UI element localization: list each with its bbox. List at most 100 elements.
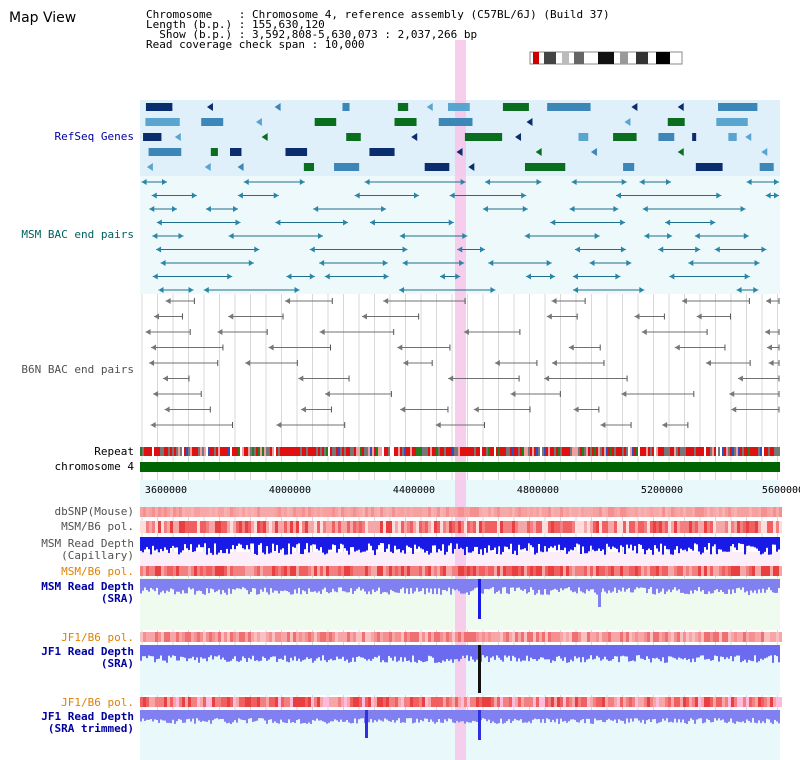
depth-bar (654, 579, 656, 595)
depth-bar (510, 710, 512, 724)
track-label-msm-depth-sra-1[interactable]: MSM Read Depth (41, 580, 134, 593)
pol-segment (464, 566, 467, 576)
jf1-pol2-track[interactable] (140, 697, 782, 707)
bac-end (551, 298, 557, 304)
bac-end (397, 344, 403, 351)
msm-depth-cap-track[interactable] (140, 537, 780, 555)
repeat-track[interactable] (140, 447, 780, 456)
bac-end (152, 233, 158, 239)
pol-segment (560, 507, 563, 517)
depth-bar (282, 710, 284, 723)
pol-segment (776, 507, 779, 517)
track-label-msm-bac[interactable]: MSM BAC end pairs (21, 228, 134, 241)
repeat-segment (646, 447, 648, 456)
depth-bar (688, 645, 690, 659)
pol-segment (179, 521, 182, 533)
depth-bar (674, 710, 676, 719)
gene-arrow (535, 148, 542, 156)
track-label-msm-depth-cap-1[interactable]: MSM Read Depth (41, 537, 134, 550)
repeat-segment (196, 447, 198, 456)
track-label-jf1-depth-trim-1[interactable]: JF1 Read Depth (41, 710, 134, 723)
pol-segment (431, 632, 434, 642)
track-label-refseq[interactable]: RefSeq Genes (54, 130, 134, 143)
depth-bar (182, 579, 184, 591)
chromosome-bar[interactable] (140, 462, 780, 472)
pol-segment (455, 632, 458, 642)
gene-arrow (274, 103, 281, 111)
depth-bar (316, 645, 318, 659)
depth-bar (626, 710, 628, 719)
track-label-jf1-pol2[interactable]: JF1/B6 pol. (61, 696, 134, 709)
depth-bar (686, 537, 688, 552)
pol-segment (593, 521, 596, 533)
jf1-depth-trim-track[interactable] (140, 710, 780, 740)
selection-highlight[interactable] (455, 40, 466, 760)
pol-segment (554, 632, 557, 642)
depth-bar (188, 537, 190, 550)
pol-segment (302, 632, 305, 642)
pol-segment (260, 507, 263, 517)
depth-bar (598, 710, 600, 721)
b6n-bac-features[interactable] (145, 298, 780, 428)
depth-bar (694, 537, 696, 544)
gene-arrow (745, 133, 752, 141)
depth-bar (564, 710, 566, 721)
track-label-repeat[interactable]: Repeat (94, 445, 134, 458)
track-label-jf1-pol[interactable]: JF1/B6 pol. (61, 631, 134, 644)
track-label-msm-pol[interactable]: MSM/B6 pol. (61, 520, 134, 533)
pol-segment (395, 697, 398, 707)
jf1-depth-sra-track[interactable] (140, 645, 780, 693)
pol-segment (701, 697, 704, 707)
repeat-segment (148, 447, 150, 456)
bac-end (695, 246, 701, 253)
pol-segment (275, 507, 278, 517)
track-label-dbsnp[interactable]: dbSNP(Mouse) (54, 505, 134, 518)
pol-segment (143, 507, 146, 517)
repeat-segment (188, 447, 190, 456)
track-label-msm-pol2[interactable]: MSM/B6 pol. (61, 565, 134, 578)
depth-bar (520, 710, 522, 720)
repeat-segment (518, 447, 520, 456)
track-label-jf1-depth-sra-1[interactable]: JF1 Read Depth (41, 645, 134, 658)
repeat-segment (570, 447, 572, 456)
depth-bar (232, 710, 234, 723)
repeat-segment (242, 447, 244, 456)
depth-bar (504, 645, 506, 656)
track-label-b6n-bac[interactable]: B6N BAC end pairs (21, 363, 134, 376)
depth-bar (140, 710, 142, 722)
track-label-chromosome[interactable]: chromosome 4 (54, 460, 134, 473)
bac-end (455, 273, 461, 280)
msm-pol2-track[interactable] (140, 566, 782, 576)
gene-block (143, 133, 162, 141)
depth-bar (772, 537, 774, 545)
pol-segment (257, 697, 260, 707)
refseq-genes-features[interactable] (143, 103, 774, 171)
depth-bar (592, 579, 594, 590)
depth-bar (464, 645, 466, 659)
pol-segment (314, 697, 317, 707)
msm-depth-sra-track[interactable] (140, 579, 780, 619)
depth-bar (722, 537, 724, 552)
depth-bar (420, 579, 422, 592)
bac-end (156, 246, 162, 253)
depth-bar (200, 645, 202, 658)
bac-end (171, 206, 177, 212)
depth-bar (154, 645, 156, 663)
pol-segment (503, 697, 506, 707)
depth-bar (568, 579, 570, 588)
depth-bar (140, 645, 142, 661)
depth-bar (512, 537, 514, 555)
pol-segment (716, 632, 719, 642)
pol-segment (338, 697, 341, 707)
depth-bar (274, 645, 276, 657)
depth-bar (196, 537, 198, 548)
dbsnp-track[interactable] (140, 507, 782, 517)
jf1-pol-track[interactable] (140, 632, 782, 642)
msm-bac-features[interactable] (141, 179, 779, 293)
msm-pol-track[interactable] (140, 521, 782, 533)
chromosome-ideogram[interactable] (529, 51, 683, 65)
depth-bar (432, 579, 434, 595)
depth-bar (346, 579, 348, 593)
pol-segment (161, 632, 164, 642)
